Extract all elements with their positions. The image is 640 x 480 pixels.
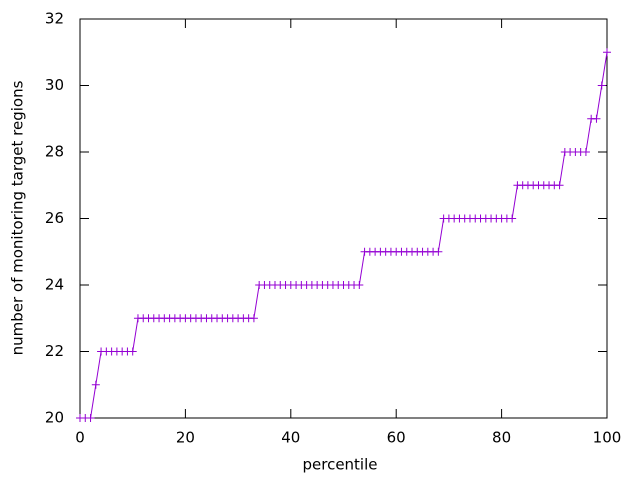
point-marker bbox=[555, 181, 564, 190]
data-line bbox=[80, 52, 608, 419]
point-marker bbox=[91, 380, 100, 389]
point-marker bbox=[249, 314, 258, 323]
point-marker bbox=[86, 414, 95, 422]
point-marker bbox=[355, 281, 364, 289]
y-tick-label: 28 bbox=[45, 143, 64, 161]
x-axis-label: percentile bbox=[302, 456, 377, 474]
point-marker bbox=[597, 81, 606, 90]
x-tick-label: 80 bbox=[492, 429, 511, 447]
plot-border bbox=[79, 18, 608, 419]
y-tick-label: 30 bbox=[45, 76, 64, 94]
y-tick-label: 24 bbox=[45, 276, 64, 294]
point-marker bbox=[434, 247, 443, 256]
y-tick-label: 32 bbox=[45, 10, 64, 28]
y-axis-label: number of monitoring target regions bbox=[9, 80, 27, 355]
point-marker bbox=[508, 214, 517, 223]
y-tick-label: 26 bbox=[45, 209, 64, 227]
point-marker bbox=[592, 114, 601, 123]
y-tick-label: 22 bbox=[45, 342, 64, 360]
x-tick-label: 100 bbox=[593, 429, 622, 447]
x-tick-label: 0 bbox=[75, 429, 85, 447]
point-marker bbox=[603, 48, 611, 57]
point-marker bbox=[128, 347, 137, 356]
point-marker bbox=[581, 148, 590, 156]
x-tick-label: 60 bbox=[387, 429, 406, 447]
y-tick-label: 20 bbox=[45, 409, 64, 427]
x-tick-label: 20 bbox=[176, 429, 195, 447]
x-tick-label: 40 bbox=[281, 429, 300, 447]
